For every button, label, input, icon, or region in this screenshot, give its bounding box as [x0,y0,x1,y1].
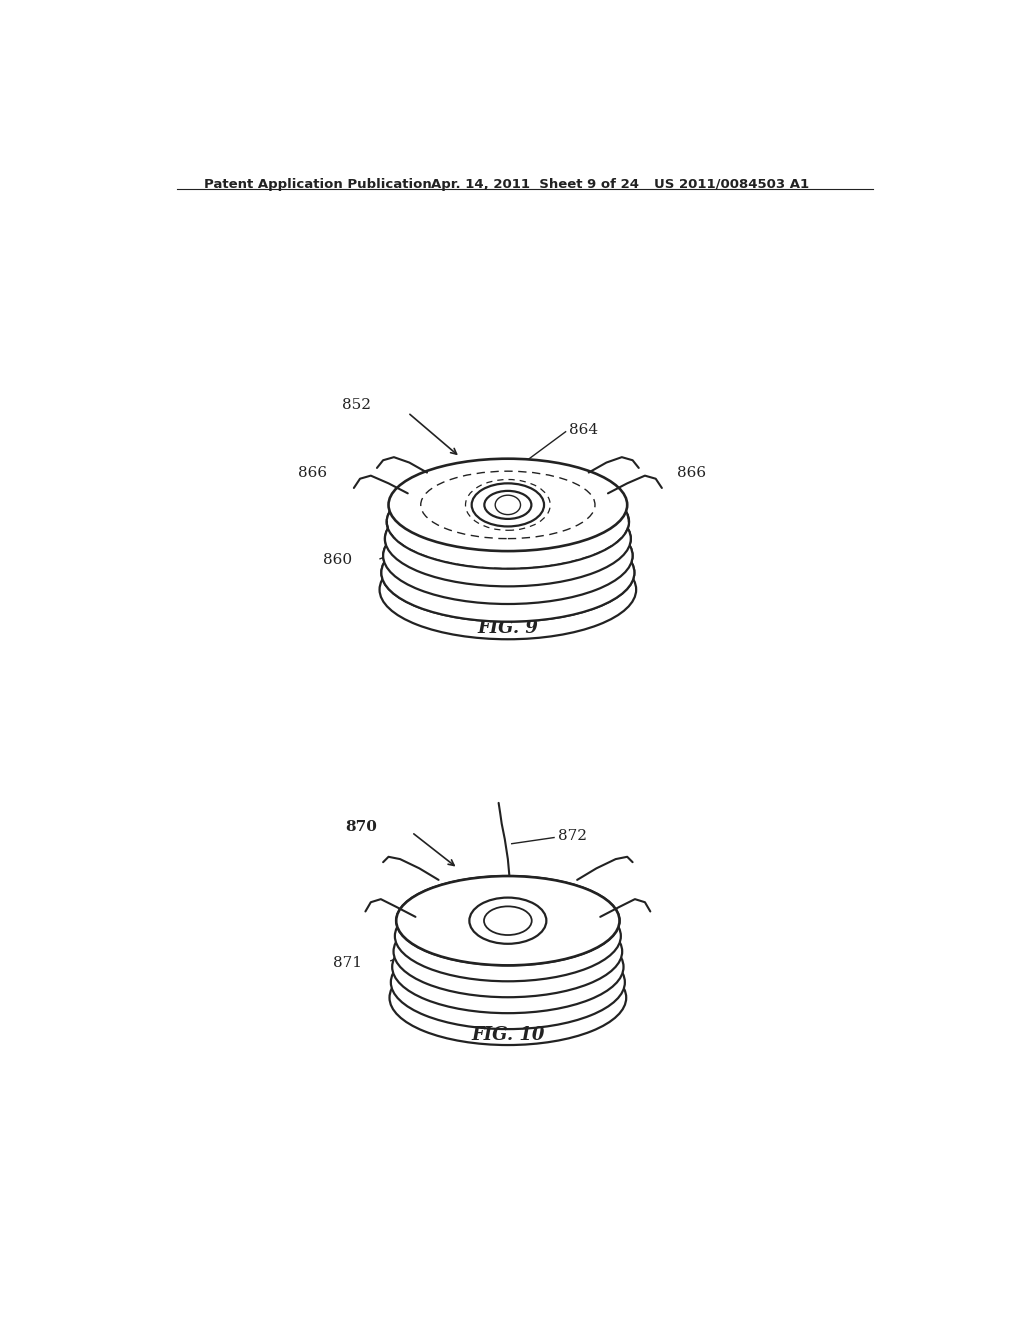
Text: 852: 852 [342,397,371,412]
Ellipse shape [389,950,627,1045]
Ellipse shape [469,898,547,944]
Ellipse shape [395,891,621,981]
Ellipse shape [392,920,624,1014]
Ellipse shape [381,524,635,622]
Text: 872: 872 [558,829,587,843]
Text: 864: 864 [569,424,599,437]
Ellipse shape [385,491,631,586]
Ellipse shape [385,491,631,586]
Text: US 2011/0084503 A1: US 2011/0084503 A1 [654,178,809,190]
Ellipse shape [393,906,623,997]
Text: 866: 866 [677,466,707,479]
Text: FIG. 10: FIG. 10 [471,1026,545,1044]
Text: 870: 870 [345,820,377,834]
Ellipse shape [380,540,636,639]
Text: 866: 866 [298,466,327,479]
Ellipse shape [387,475,629,569]
Ellipse shape [396,876,620,965]
Ellipse shape [387,475,629,569]
Ellipse shape [388,459,628,552]
Text: Patent Application Publication: Patent Application Publication [204,178,431,190]
Ellipse shape [381,524,635,622]
Text: 871: 871 [333,956,361,970]
Ellipse shape [396,876,620,965]
Text: Apr. 14, 2011  Sheet 9 of 24: Apr. 14, 2011 Sheet 9 of 24 [431,178,639,190]
Text: 860: 860 [324,553,352,568]
Ellipse shape [472,483,544,527]
Text: FIG. 9: FIG. 9 [477,619,539,638]
Ellipse shape [383,507,633,605]
Ellipse shape [383,507,633,605]
Ellipse shape [391,936,625,1030]
